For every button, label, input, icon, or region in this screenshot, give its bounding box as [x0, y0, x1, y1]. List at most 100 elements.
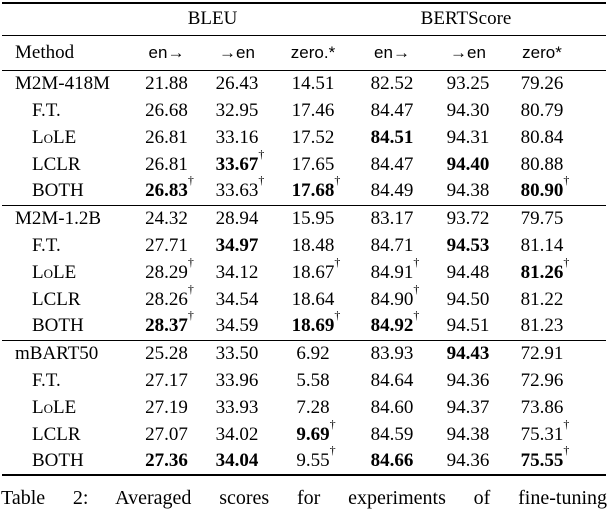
value-cell: 75.31 †: [520, 416, 570, 445]
value-cell: 26.43: [215, 72, 259, 94]
dagger-marker: †: [413, 281, 420, 296]
table-row: BOTH 28.37 † 34.59 18.69 † 84.92 † 94.51 81.23: [2, 308, 606, 340]
value-cell: 81.14: [520, 234, 564, 256]
table-row: BOTH 26.83 † 33.63 † 17.68 † 84.49 94.38 80.90 †: [2, 173, 606, 205]
value-cell: 15.95: [291, 207, 335, 229]
value-cell: 33.67 †: [215, 146, 265, 175]
value-cell: 84.91 †: [370, 254, 420, 283]
table-row: F.T. 27.17 33.96 5.58 84.64 94.36 72.96: [2, 367, 606, 394]
method-cell: M2M-418M: [15, 72, 111, 94]
dagger-marker: †: [187, 308, 194, 323]
method-cell: F.T.: [32, 369, 61, 391]
method-cell: LCLR: [32, 423, 81, 445]
value-cell: 94.36: [446, 369, 490, 391]
value-cell: 94.38: [446, 423, 490, 445]
value-cell: 9.55 †: [296, 443, 336, 471]
table-row: LoLE 27.19 33.93 7.28 84.60 94.37 73.86: [2, 394, 606, 421]
column-header-bleu-to-en: →en: [219, 42, 255, 62]
method-cell: F.T.: [32, 99, 61, 121]
value-cell: 27.19: [145, 396, 188, 418]
column-header-bert-en-to: en→: [374, 42, 410, 62]
value-cell: 34.04: [215, 450, 259, 471]
value-cell: 84.71: [370, 234, 414, 256]
value-cell: 79.75: [520, 207, 564, 229]
value-cell: 83.93: [370, 342, 414, 364]
table-row: BOTH 27.36 34.04 9.55 † 84.66 94.36 75.55 †: [2, 443, 606, 475]
value-cell: 94.53: [446, 234, 490, 256]
value-cell: 7.28: [296, 396, 330, 418]
value-cell: 84.51: [370, 126, 414, 148]
value-cell: 34.59: [215, 315, 259, 337]
dagger-marker: †: [187, 281, 194, 296]
value-cell: 17.65: [291, 153, 335, 175]
value-cell: 18.64: [291, 288, 335, 310]
table-caption: Table 2: Averaged scores for experiments…: [1, 487, 607, 509]
table-group: M2M-418M 21.88 26.43 14.51 82.52 93.25 79.26 F.…: [2, 70, 607, 205]
value-cell: 93.25: [446, 72, 490, 94]
method-cell: LoLE: [32, 126, 77, 148]
value-cell: 33.63 †: [215, 173, 265, 202]
value-cell: 84.64: [370, 369, 414, 391]
value-cell: 81.22: [520, 288, 564, 310]
dagger-marker: †: [258, 173, 265, 188]
column-header-bleu-zero: zero.*: [290, 42, 336, 62]
bleu-group-header: BLEU: [187, 8, 238, 30]
value-cell: 33.50: [215, 342, 259, 364]
method-cell: LoLE: [32, 396, 77, 418]
method-cell: BOTH: [32, 450, 84, 471]
value-cell: 72.96: [520, 369, 564, 391]
value-cell: 32.95: [215, 99, 259, 121]
value-cell: 94.51: [446, 315, 490, 337]
column-header-bert-zero: zero*: [522, 42, 562, 62]
dagger-marker: †: [187, 173, 194, 188]
table-row: F.T. 26.68 32.95 17.46 84.47 94.30 80.79: [2, 97, 606, 124]
value-cell: 81.23: [520, 315, 564, 337]
bleu-group-cell: BLEU: [133, 3, 352, 35]
table-row: mBART50 25.28 33.50 6.92 83.93 94.43 72.91: [2, 340, 606, 367]
value-cell: 34.54: [215, 288, 259, 310]
value-cell: 84.47: [370, 99, 414, 121]
value-cell: 75.55 †: [520, 443, 570, 471]
value-cell: 84.60: [370, 396, 414, 418]
value-cell: 6.92: [296, 342, 330, 364]
method-cell: BOTH: [32, 180, 84, 202]
dagger-marker: †: [329, 416, 336, 431]
value-cell: 18.67 †: [291, 254, 341, 283]
value-cell: 94.50: [446, 288, 490, 310]
table-row: LCLR 27.07 34.02 9.69 † 84.59 94.38 75.31 †: [2, 416, 606, 448]
table-row: LCLR 26.81 33.67 † 17.65 84.47 94.40 80.88: [2, 146, 606, 178]
table-row: M2M-1.2B 24.32 28.94 15.95 83.17 93.72 79.75: [2, 205, 606, 232]
value-cell: 83.17: [370, 207, 414, 229]
value-cell: 34.02: [215, 423, 259, 445]
column-header-bert-to-en: →en: [450, 42, 486, 62]
value-cell: 33.16: [215, 126, 259, 148]
value-cell: 84.66: [370, 450, 414, 471]
value-cell: 84.92 †: [370, 308, 420, 337]
value-cell: 26.83 †: [145, 173, 194, 202]
value-cell: 27.71: [145, 234, 188, 256]
dagger-marker: †: [413, 254, 420, 269]
value-cell: 34.12: [215, 261, 259, 283]
value-cell: 72.91: [520, 342, 564, 364]
table-group: M2M-1.2B 24.32 28.94 15.95 83.17 93.72 79.75 F.…: [2, 205, 607, 340]
method-cell: F.T.: [32, 234, 61, 256]
empty-corner-cell: [2, 3, 133, 35]
value-cell: 33.93: [215, 396, 259, 418]
dagger-marker: †: [563, 254, 570, 269]
value-cell: 24.32: [145, 207, 188, 229]
value-cell: 94.31: [446, 126, 490, 148]
value-cell: 94.37: [446, 396, 490, 418]
value-cell: 28.37 †: [145, 308, 194, 337]
value-cell: 21.88: [145, 72, 188, 94]
value-cell: 26.81: [145, 153, 188, 175]
value-cell: 17.68 †: [291, 173, 341, 202]
value-cell: 26.68: [145, 99, 188, 121]
value-cell: 28.94: [215, 207, 259, 229]
value-cell: 94.40: [446, 153, 490, 175]
dagger-marker: †: [563, 173, 570, 188]
dagger-marker: †: [187, 254, 194, 269]
dagger-marker: †: [413, 308, 420, 323]
value-cell: 94.36: [446, 450, 490, 471]
column-header-row: Method en→ →en zero.* en→ →en zero*: [2, 35, 607, 70]
value-cell: 25.28: [145, 342, 188, 364]
